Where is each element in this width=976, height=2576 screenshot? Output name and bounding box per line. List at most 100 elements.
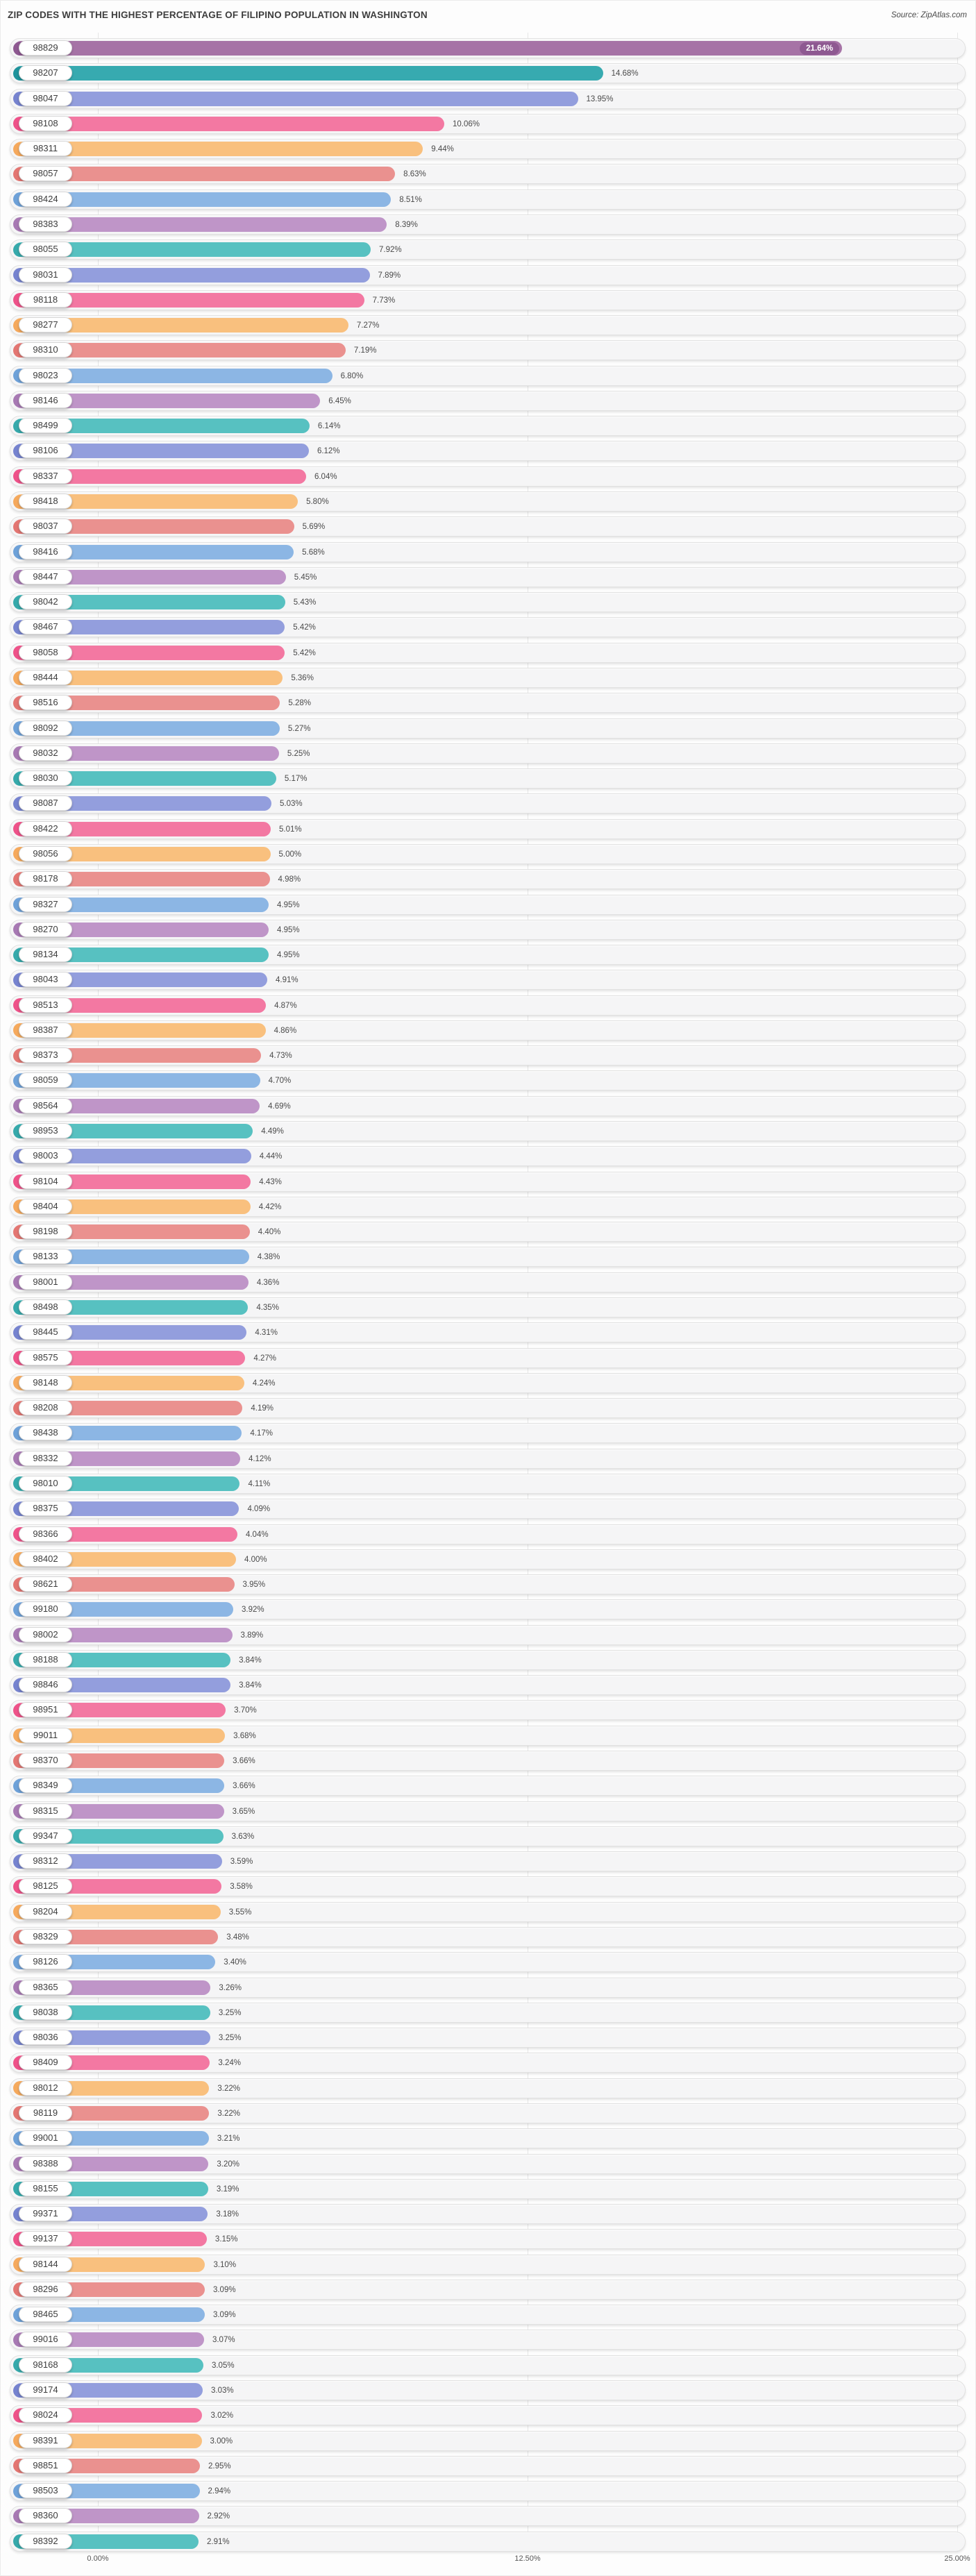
value-label: 5.45% <box>294 573 317 582</box>
zip-label-pill: 98953 <box>19 1123 72 1139</box>
bar-row: 99180 3.92% <box>1 1599 975 1620</box>
zip-label-pill: 98349 <box>19 1778 72 1794</box>
value-label: 3.58% <box>230 1883 253 1892</box>
value-label: 6.12% <box>317 447 340 456</box>
zip-label-pill: 98198 <box>19 1224 72 1240</box>
value-label: 3.65% <box>232 1807 255 1816</box>
bar-track: 98337 6.04% <box>10 466 966 487</box>
zip-label-pill: 98056 <box>19 845 72 861</box>
zip-label-pill: 98516 <box>19 695 72 711</box>
bar-track: 98388 3.20% <box>10 2153 966 2174</box>
bar-row: 98037 5.69% <box>1 516 975 537</box>
bar-track: 98467 5.42% <box>10 617 966 638</box>
bar-track: 98270 4.95% <box>10 919 966 940</box>
bar-row: 98148 4.24% <box>1 1372 975 1393</box>
bar-row: 98058 5.42% <box>1 642 975 663</box>
bar-track: 98387 4.86% <box>10 1020 966 1041</box>
value-label: 4.31% <box>255 1329 278 1338</box>
value-label: 6.04% <box>314 472 337 481</box>
bar-track: 98059 4.70% <box>10 1070 966 1091</box>
bar-row: 98402 4.00% <box>1 1549 975 1569</box>
zip-label-pill: 98030 <box>19 771 72 786</box>
zip-label-pill: 98445 <box>19 1324 72 1340</box>
bar-fill[interactable] <box>13 116 444 131</box>
value-label: 2.92% <box>207 2512 230 2521</box>
zip-label-pill: 98188 <box>19 1651 72 1667</box>
bar-track: 98391 3.00% <box>10 2430 966 2451</box>
bar-fill[interactable]: 21.64% <box>13 41 843 56</box>
bar-row: 98312 3.59% <box>1 1851 975 1872</box>
zip-label-pill: 98038 <box>19 2004 72 2020</box>
bar-track: 98032 5.25% <box>10 743 966 764</box>
value-label: 8.39% <box>395 220 418 229</box>
zip-label-pill: 98387 <box>19 1022 72 1038</box>
zip-label-pill: 98467 <box>19 619 72 635</box>
zip-label-pill: 98270 <box>19 921 72 937</box>
zip-label-pill: 98311 <box>19 141 72 157</box>
bar-row: 98134 4.95% <box>1 945 975 966</box>
bar-row: 98032 5.25% <box>1 743 975 764</box>
bar-row: 98012 3.22% <box>1 2078 975 2098</box>
value-label: 3.03% <box>210 2386 234 2396</box>
bar-track: 98146 6.45% <box>10 390 966 411</box>
bar-row: 98125 3.58% <box>1 1876 975 1897</box>
bar-row: 98024 3.02% <box>1 2405 975 2426</box>
value-label: 5.80% <box>306 498 329 507</box>
bar-track: 98349 3.66% <box>10 1776 966 1796</box>
zip-label-pill: 98001 <box>19 1274 72 1290</box>
bar-track: 98047 13.95% <box>10 88 966 109</box>
bar-row: 98516 5.28% <box>1 693 975 714</box>
bar-track: 98198 4.40% <box>10 1222 966 1243</box>
bar-fill[interactable] <box>13 91 578 106</box>
value-label: 5.00% <box>278 850 302 859</box>
value-label: 7.92% <box>379 246 402 255</box>
zip-label-pill: 98310 <box>19 342 72 358</box>
bar-track: 98418 5.80% <box>10 491 966 512</box>
value-label: 5.28% <box>288 699 311 708</box>
bar-row: 98444 5.36% <box>1 668 975 688</box>
bar-track: 99371 3.18% <box>10 2204 966 2225</box>
zip-label-pill: 98208 <box>19 1400 72 1416</box>
chart-title: ZIP CODES WITH THE HIGHEST PERCENTAGE OF… <box>8 10 428 20</box>
value-label: 3.21% <box>217 2135 240 2144</box>
bar-track: 98373 4.73% <box>10 1045 966 1066</box>
value-label: 3.22% <box>217 2109 240 2118</box>
bar-row: 98387 4.86% <box>1 1020 975 1041</box>
bar-track: 98042 5.43% <box>10 592 966 613</box>
zip-label-pill: 98383 <box>19 216 72 232</box>
value-label: 3.68% <box>233 1731 256 1740</box>
bar-track: 98038 3.25% <box>10 2002 966 2023</box>
zip-label-pill: 98422 <box>19 820 72 836</box>
bar-track: 98168 3.05% <box>10 2355 966 2375</box>
bar-track: 98444 5.36% <box>10 668 966 688</box>
value-label: 4.95% <box>277 925 300 934</box>
bar-fill[interactable] <box>13 142 423 157</box>
zip-label-pill: 98391 <box>19 2432 72 2448</box>
bar-row: 98416 5.68% <box>1 541 975 562</box>
bar-track: 98438 4.17% <box>10 1423 966 1444</box>
bar-row: 98465 3.09% <box>1 2305 975 2325</box>
bar-row: 98092 5.27% <box>1 718 975 739</box>
bar-track: 98312 3.59% <box>10 1851 966 1872</box>
bar-track: 98447 5.45% <box>10 566 966 587</box>
bar-row: 98168 3.05% <box>1 2355 975 2375</box>
zip-label-pill: 98155 <box>19 2180 72 2196</box>
zip-label-pill: 98277 <box>19 317 72 333</box>
bar-row: 98108 10.06% <box>1 113 975 134</box>
zip-label-pill: 98204 <box>19 1903 72 1919</box>
bar-fill[interactable] <box>13 66 603 81</box>
value-label: 3.63% <box>231 1832 255 1841</box>
bar-row: 98146 6.45% <box>1 390 975 411</box>
bar-row: 99001 3.21% <box>1 2128 975 2149</box>
bar-track: 98030 5.17% <box>10 768 966 789</box>
value-label: 3.95% <box>242 1581 266 1590</box>
bar-track: 99347 3.63% <box>10 1826 966 1846</box>
value-label: 7.27% <box>356 321 380 330</box>
zip-label-pill: 98418 <box>19 494 72 510</box>
bar-row: 99016 3.07% <box>1 2330 975 2350</box>
bar-track: 98327 4.95% <box>10 894 966 915</box>
zip-label-pill: 98375 <box>19 1501 72 1517</box>
zip-label-pill: 98366 <box>19 1526 72 1542</box>
zip-label-pill: 98047 <box>19 90 72 106</box>
zip-label-pill: 99174 <box>19 2382 72 2398</box>
